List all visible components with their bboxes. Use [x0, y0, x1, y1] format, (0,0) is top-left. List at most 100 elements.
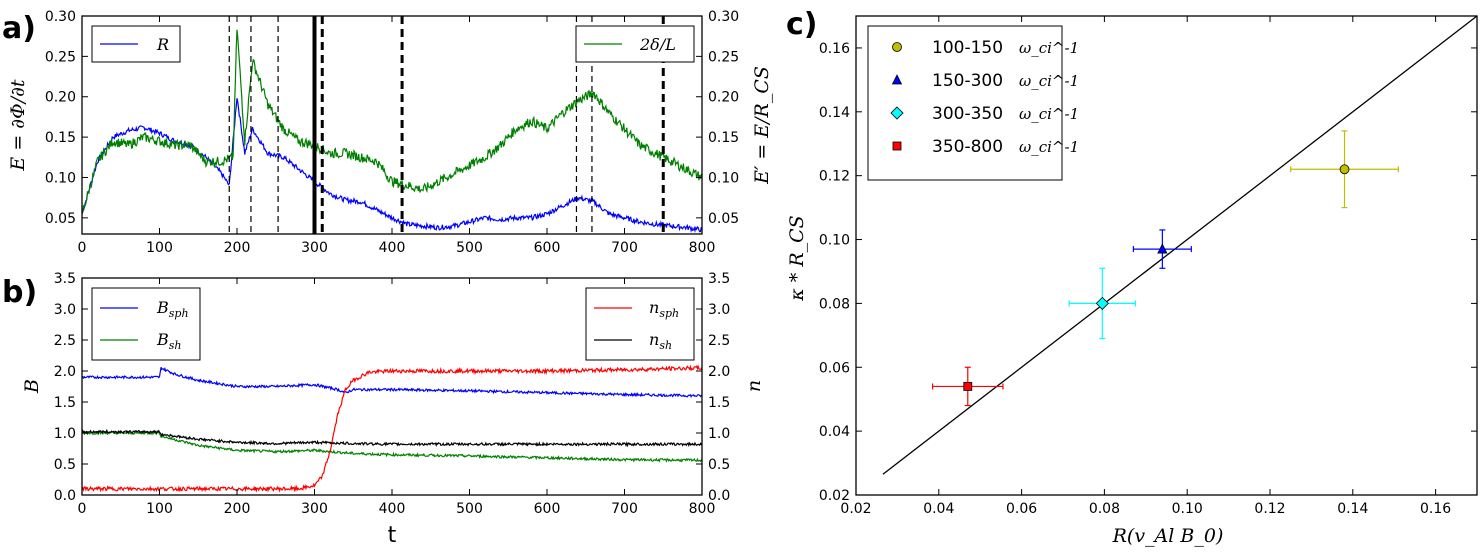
- y-tick-label-right: 0.0: [708, 488, 730, 504]
- x-tick-label: 0.14: [1337, 501, 1368, 517]
- legend-label-150-300: 150-300: [932, 71, 1003, 91]
- y-tick-label: 0.16: [819, 41, 850, 57]
- svg-text:E = ∂Φ/∂t: E = ∂Φ/∂t: [7, 79, 29, 171]
- panel-b-series: [81, 364, 703, 493]
- x-tick-label: 100: [146, 240, 173, 256]
- x-tick-label: 400: [379, 240, 406, 256]
- y-tick-label: 0.14: [819, 105, 850, 121]
- svg-text:n: n: [743, 380, 765, 392]
- svg-text:κ * R_CS: κ * R_CS: [786, 215, 808, 301]
- y-tick-label: 0.0: [54, 488, 76, 504]
- y-tick-label: 0.10: [45, 170, 76, 186]
- y-tick-label: 0.12: [819, 169, 850, 185]
- x-tick-label: 0.16: [1420, 501, 1451, 517]
- legend-unit: ω_ci^-1: [1019, 105, 1079, 123]
- legend-unit: ω_ci^-1: [1019, 138, 1079, 156]
- x-tick-label: 400: [379, 501, 406, 517]
- panel-a-series: [81, 29, 703, 234]
- y-tick-label-right: 0.5: [708, 457, 730, 473]
- data-point-100-150: [1339, 164, 1350, 175]
- panel-b-legend-left: Bsph Bsh: [91, 287, 201, 361]
- data-point-350-800: [963, 382, 973, 391]
- y-tick-label-right: 0.10: [708, 170, 739, 186]
- panel-b-label: b): [2, 275, 37, 310]
- panel-a-legend-left: R: [91, 25, 181, 63]
- y-tick-label: 2.5: [54, 333, 76, 349]
- legend-marker-150-300: [891, 74, 903, 85]
- panel-a: a) 0 100 200 300 400 500 600 700 800 0.05 0.10 0.15…: [2, 9, 773, 256]
- y-tick-label-right: 0.30: [708, 9, 739, 25]
- x-tick-label: 600: [534, 501, 561, 517]
- legend-marker-350-800: [892, 141, 902, 151]
- x-tick-label: 300: [301, 240, 328, 256]
- x-tick-label: 800: [689, 240, 716, 256]
- series-line-3: [81, 428, 703, 448]
- legend-unit: ω_ci^-1: [1019, 39, 1079, 57]
- series-line-0: [81, 366, 703, 398]
- x-tick-label: 0: [78, 501, 87, 517]
- y-tick-label-right: 2.5: [708, 333, 730, 349]
- y-tick-label: 0.10: [819, 233, 850, 249]
- x-tick-label: 0.06: [1006, 501, 1037, 517]
- y-tick-label-right: 1.0: [708, 426, 730, 442]
- x-tick-label: 700: [611, 240, 638, 256]
- y-tick-label-right: 0.25: [708, 49, 739, 65]
- legend-2delta-label: 2δ/L: [639, 35, 676, 54]
- x-tick-label: 0.08: [1089, 501, 1120, 517]
- legend-label-100-150: 100-150: [932, 38, 1003, 58]
- x-tick-label: 300: [301, 501, 328, 517]
- y-tick-label-right: 2.0: [708, 364, 730, 380]
- x-tick-label: 600: [534, 240, 561, 256]
- x-tick-label: 0: [78, 240, 87, 256]
- panel-a-ticks: 0 100 200 300 400 500 600 700 800 0.05 0.10 0.15 0.2…: [45, 9, 739, 256]
- y-tick-label: 3.0: [54, 302, 76, 318]
- x-tick-label: 0.12: [1254, 501, 1285, 517]
- x-tick-label: 700: [611, 501, 638, 517]
- panel-c-label: c): [786, 7, 818, 42]
- y-tick-label: 1.0: [54, 426, 76, 442]
- y-tick-label: 0.02: [819, 488, 850, 504]
- y-tick-label: 0.20: [45, 90, 76, 106]
- y-tick-label-right: 0.20: [708, 90, 739, 106]
- data-point-150-300: [1157, 243, 1168, 254]
- panel-b-ylabel-left: B: [21, 379, 43, 394]
- y-tick-label-right: 3.0: [708, 302, 730, 318]
- legend-label-300-350: 300-350: [932, 104, 1003, 124]
- x-tick-label: 500: [456, 501, 483, 517]
- series-line-1: [81, 29, 703, 215]
- panel-c-points: [931, 130, 1399, 407]
- svg-text:E′ = E/R_CS: E′ = E/R_CS: [751, 66, 773, 185]
- y-tick-label: 2.0: [54, 364, 76, 380]
- panel-c-ticks: 0.02 0.04 0.06 0.08 0.10 0.12 0.14 0.16 0.02 0.04…: [819, 16, 1477, 517]
- panel-c-frame: [855, 15, 1478, 496]
- panel-a-ylabel-left: E = ∂Φ/∂t: [7, 79, 29, 171]
- y-tick-label: 0.06: [819, 360, 850, 376]
- panel-c: c) 0.02 0.04 0.06 0.08 0.10 0.12 0.14 0.160.020…: [786, 7, 1478, 547]
- legend-marker-300-350: [890, 106, 904, 120]
- panel-c-legend: 100-150 ω_ci^-1 150-300 ω_ci^-1 300-350 ω_ci^…: [867, 25, 1079, 181]
- identity-line: [882, 15, 1478, 475]
- x-tick-label: 0.04: [923, 501, 954, 517]
- legend-marker-100-150: [892, 42, 902, 52]
- panel-c-ylabel: κ * R_CS: [786, 215, 808, 301]
- x-tick-label: 0.10: [1172, 501, 1203, 517]
- panel-a-legend-right: 2δ/L: [575, 25, 695, 63]
- y-tick-label: 0.5: [54, 457, 76, 473]
- y-tick-label: 0.15: [45, 130, 76, 146]
- series-line-0: [81, 98, 703, 234]
- panel-b: b) 0 100 200 300 400 500 600 700 8000.00.51.01.5…: [2, 271, 765, 548]
- x-tick-label: 200: [224, 501, 251, 517]
- panel-c-legend-items: 100-150 ω_ci^-1 150-300 ω_ci^-1 300-350 ω_ci^…: [890, 38, 1079, 157]
- panel-b-ticks: 0 100 200 300 400 500 600 700 8000.00.51.01.52.0…: [54, 271, 731, 517]
- y-tick-label: 3.5: [54, 271, 76, 287]
- y-tick-label: 0.04: [819, 424, 850, 440]
- panel-c-xlabel: R(v_Al B_0): [1112, 525, 1224, 547]
- y-tick-label: 1.5: [54, 395, 76, 411]
- x-tick-label: 800: [689, 501, 716, 517]
- y-tick-label-right: 0.15: [708, 130, 739, 146]
- y-tick-label-right: 1.5: [708, 395, 730, 411]
- data-point-300-350: [1095, 296, 1109, 310]
- panel-c-reference-line: [882, 15, 1478, 475]
- series-line-2: [81, 364, 703, 493]
